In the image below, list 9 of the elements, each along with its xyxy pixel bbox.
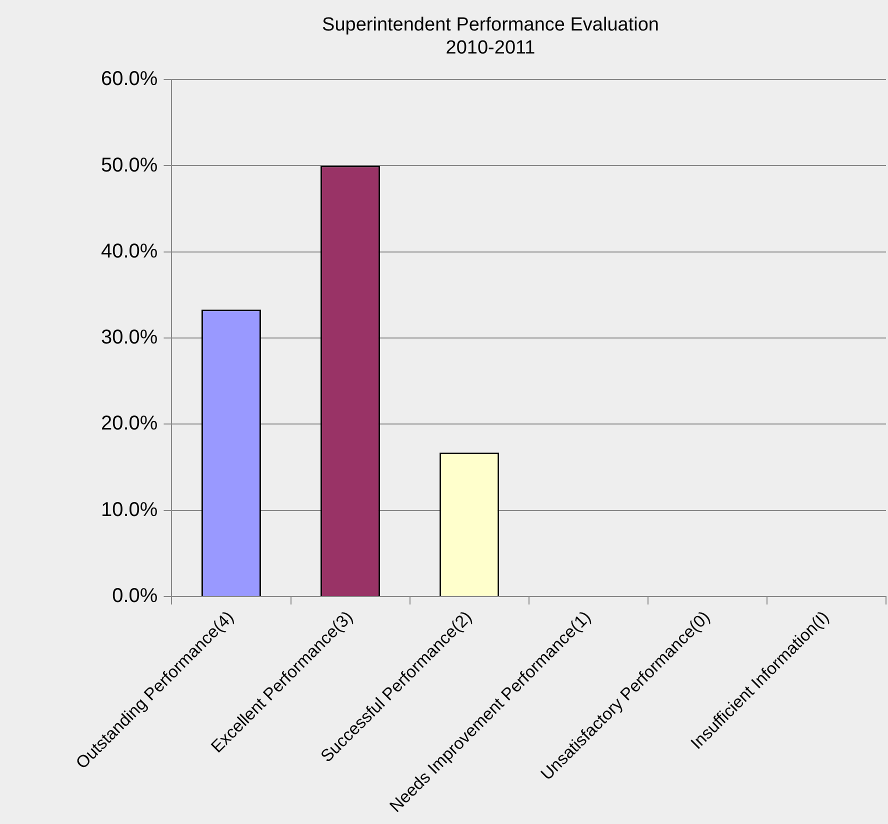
y-tick-label: 20.0%	[100, 412, 158, 435]
y-tick-label: 50.0%	[100, 154, 158, 176]
text: 2010-2011	[446, 37, 536, 58]
y-tick-label: 0.0%	[112, 585, 158, 608]
y-tick-label: 10.0%	[100, 498, 158, 521]
y-tick-label: 40.0%	[100, 240, 158, 262]
text: Superintendent Performance Evaluation	[322, 14, 659, 36]
y-tick-label: 60.0%	[100, 68, 158, 90]
y-tick-label: 30.0%	[100, 326, 158, 349]
